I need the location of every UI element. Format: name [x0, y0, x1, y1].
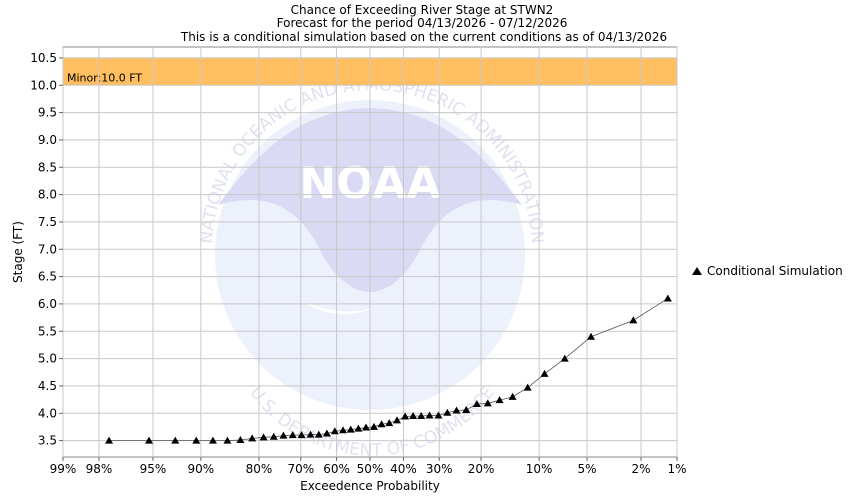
y-tick-label: 6.0 — [38, 297, 57, 311]
data-point-triangle — [339, 426, 348, 434]
data-point-triangle — [362, 423, 371, 431]
data-point-triangle — [279, 431, 288, 439]
y-tick-label: 8.0 — [38, 188, 57, 202]
y-tick-label: 3.5 — [38, 434, 57, 448]
chart-title-line-3: This is a conditional simulation based o… — [180, 30, 667, 44]
data-point-triangle — [314, 430, 323, 438]
x-tick-label: 70% — [287, 462, 314, 476]
x-tick-label: 20% — [468, 462, 495, 476]
data-point-triangle — [354, 424, 363, 432]
x-tick-label: 2% — [632, 462, 651, 476]
x-tick-label: 90% — [188, 462, 215, 476]
data-point-triangle — [392, 416, 401, 424]
data-point-triangle — [377, 420, 386, 428]
x-tick-label: 50% — [357, 462, 384, 476]
data-point-triangle — [586, 332, 595, 340]
data-point-triangle — [223, 436, 232, 444]
data-point-triangle — [483, 399, 492, 407]
y-tick-label: 7.5 — [38, 215, 57, 229]
x-tick-label: 80% — [246, 462, 273, 476]
y-tick-label: 10.5 — [30, 51, 57, 65]
data-point-triangle — [269, 432, 278, 440]
y-tick-label: 5.0 — [38, 352, 57, 366]
x-tick-label: 10% — [526, 462, 553, 476]
legend-marker-triangle — [692, 267, 702, 275]
data-point-triangle — [171, 436, 180, 444]
x-axis-label: Exceedence Probability — [300, 479, 440, 493]
y-tick-label: 5.5 — [38, 324, 57, 338]
x-tick-label: 1% — [667, 462, 686, 476]
data-point-triangle — [306, 430, 315, 438]
y-tick-label: 10.0 — [30, 78, 57, 92]
data-point-triangle — [508, 392, 517, 400]
y-tick-label: 6.5 — [38, 270, 57, 284]
y-tick-label: 4.5 — [38, 379, 57, 393]
x-tick-label: 95% — [140, 462, 167, 476]
x-tick-label: 60% — [323, 462, 350, 476]
legend-entry-conditional-simulation: Conditional Simulation — [707, 264, 843, 278]
data-point-triangle — [385, 419, 394, 427]
legend: Conditional Simulation — [692, 264, 843, 278]
data-point-triangle — [452, 406, 461, 414]
x-tick-label: 98% — [86, 462, 113, 476]
x-tick-label: 5% — [578, 462, 597, 476]
data-point-triangle — [462, 405, 471, 413]
data-point-triangle — [629, 316, 638, 324]
gridlines — [62, 47, 678, 457]
data-point-triangle — [663, 294, 672, 302]
data-point-triangle — [288, 431, 297, 439]
x-axis: 99% 98% 95% 90% 80% 70% 60% 50% 40% 30% 20% 10% 5% 2%… — [50, 457, 687, 476]
chart-title-line-1: Chance of Exceeding River Stage at STWN2 — [291, 3, 554, 17]
data-point-triangle — [369, 422, 378, 430]
data-point-triangle — [105, 436, 114, 444]
x-tick-label: 30% — [426, 462, 453, 476]
series-layer — [105, 294, 672, 444]
data-point-triangle — [560, 354, 569, 362]
data-point-triangle — [401, 412, 410, 420]
y-tick-label: 9.0 — [38, 133, 57, 147]
data-point-triangle — [434, 411, 443, 419]
y-tick-label: 7.0 — [38, 242, 57, 256]
data-point-triangle — [236, 436, 245, 444]
data-point-triangle — [346, 425, 355, 433]
data-point-triangle — [145, 436, 154, 444]
data-point-triangle — [192, 436, 201, 444]
data-point-triangle — [540, 369, 549, 377]
y-axis-label: Stage (FT) — [11, 221, 25, 283]
x-tick-label: 40% — [390, 462, 417, 476]
data-point-triangle — [495, 396, 504, 404]
y-tick-label: 9.5 — [38, 106, 57, 120]
data-point-triangle — [523, 383, 532, 391]
data-point-triangle — [248, 434, 257, 442]
y-tick-label: 4.0 — [38, 406, 57, 420]
data-point-triangle — [425, 411, 434, 419]
threshold-label-minor: Minor:10.0 FT — [67, 71, 142, 84]
x-tick-label: 99% — [50, 462, 77, 476]
data-point-triangle — [443, 408, 452, 416]
data-point-triangle — [259, 433, 268, 441]
data-point-triangle — [297, 431, 306, 439]
data-point-triangle — [330, 427, 339, 435]
data-point-triangle — [322, 429, 331, 437]
data-point-triangle — [472, 399, 481, 407]
y-tick-label: 8.5 — [38, 160, 57, 174]
y-axis: 3.5 4.0 4.5 5.0 5.5 6.0 6.5 7.0 7.5 8.0 8.5 9.0 9.5 1… — [30, 51, 63, 448]
data-point-triangle — [417, 412, 426, 419]
chart-title-line-2: Forecast for the period 04/13/2026 - 07/… — [277, 16, 568, 30]
data-point-triangle — [208, 436, 217, 444]
data-point-triangle — [409, 412, 418, 419]
